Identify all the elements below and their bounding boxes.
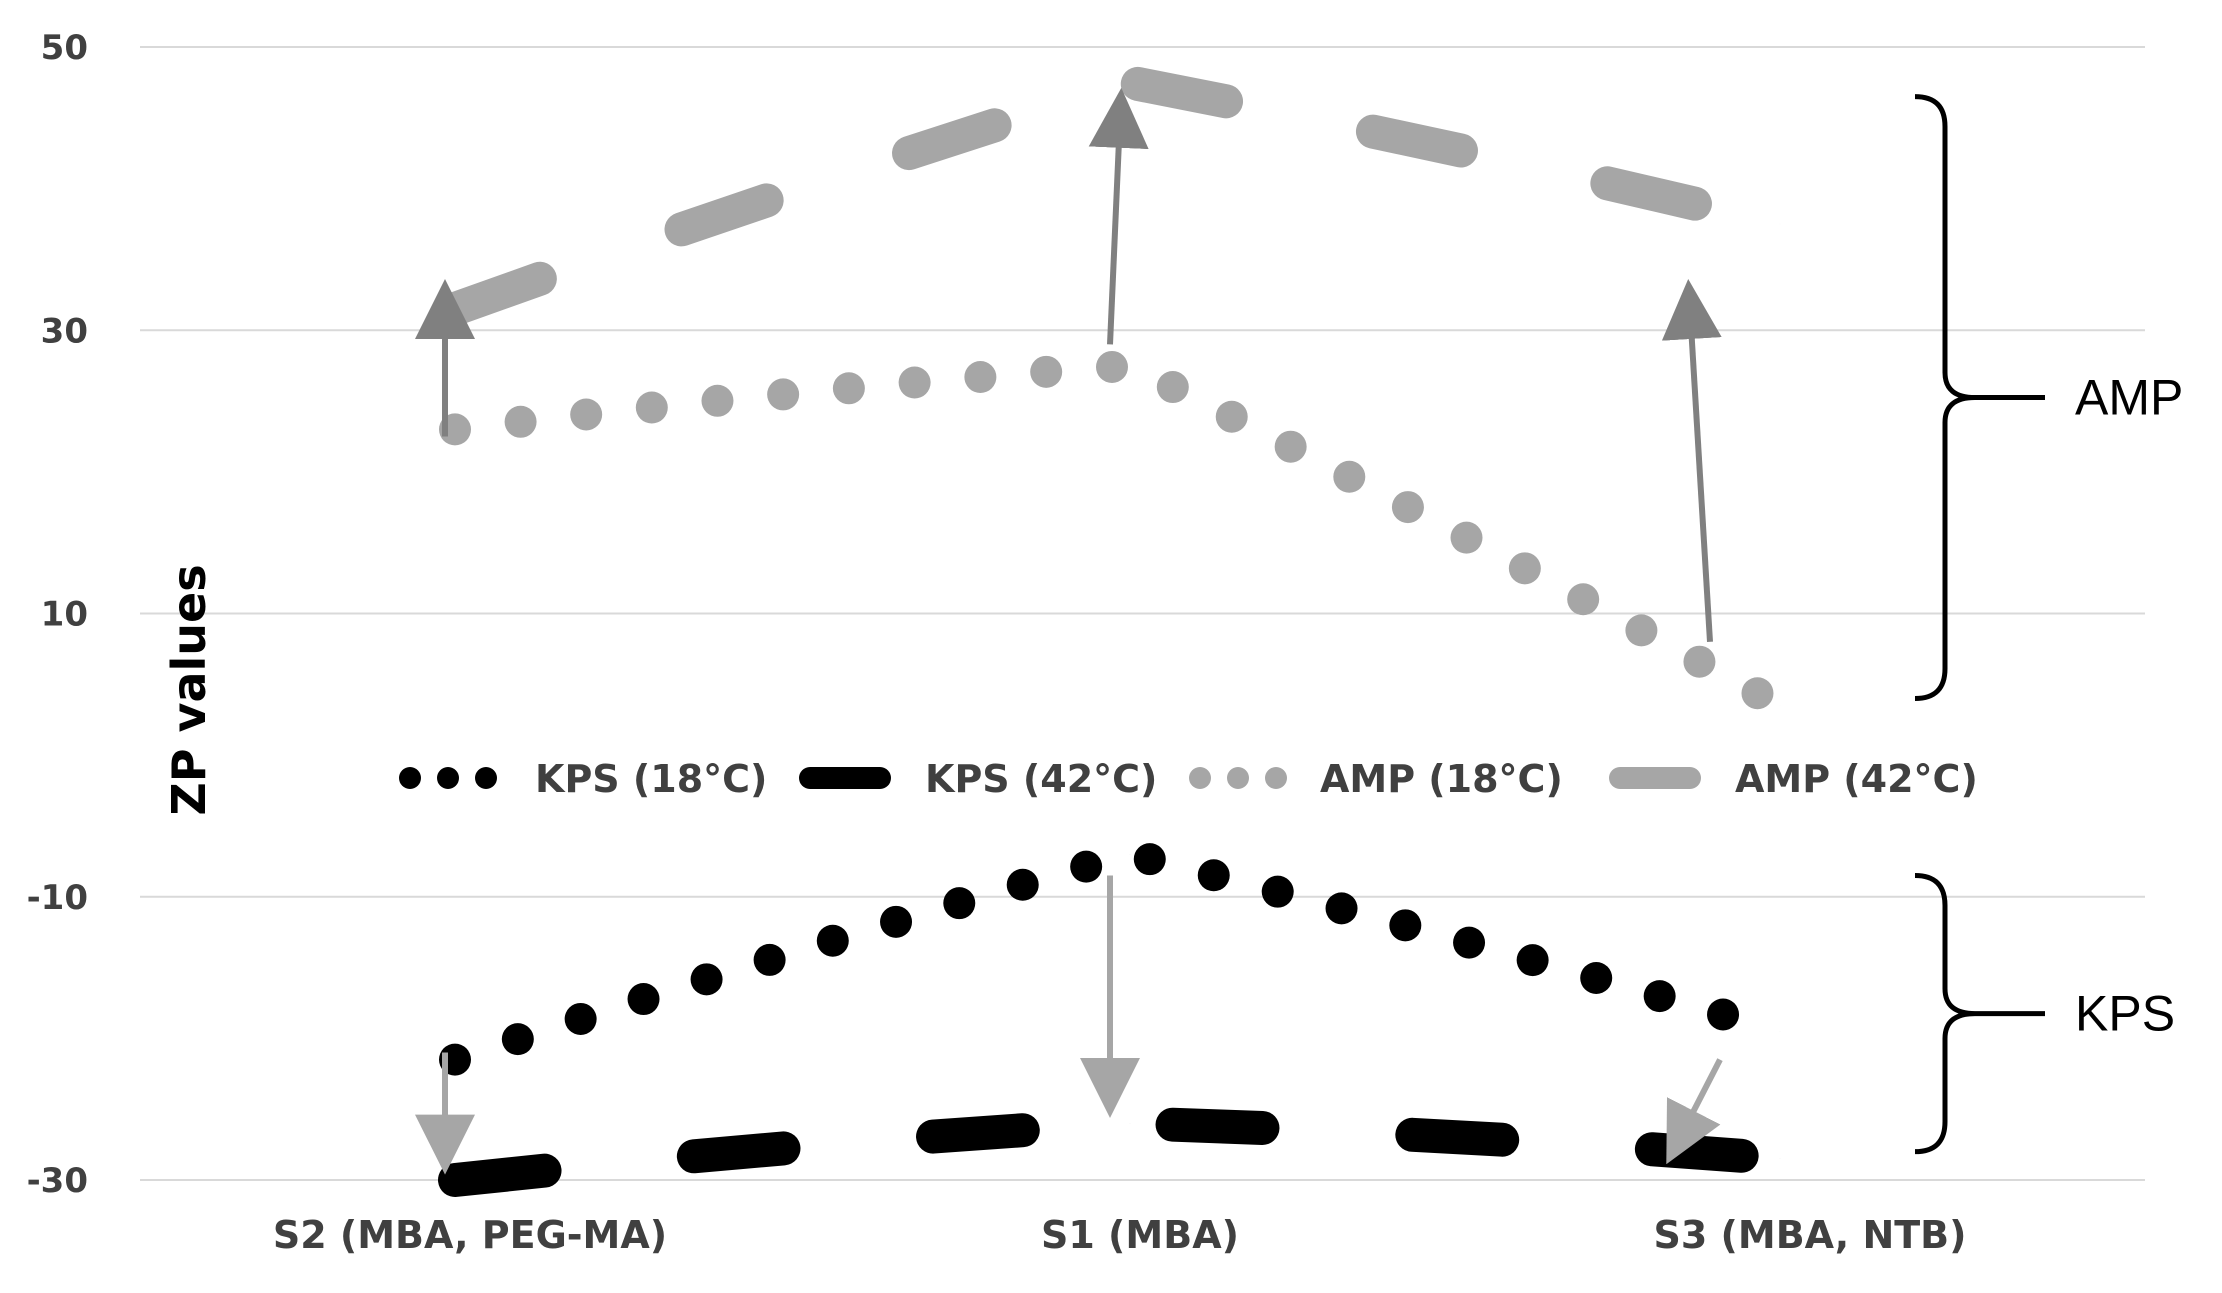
- x-category-label: S1 (MBA): [1041, 1213, 1239, 1257]
- x-category-label: S2 (MBA, PEG-MA): [273, 1213, 667, 1257]
- series-line-kps-42-c: [438, 1106, 1797, 1197]
- bracket-kps: [1914, 873, 2045, 1155]
- x-category-label: S3 (MBA, NTB): [1653, 1213, 1966, 1257]
- legend-swatch: [475, 767, 497, 789]
- series-line-amp-42-c: [438, 64, 1797, 327]
- legend-swatch: [1227, 767, 1249, 789]
- y-tick-label: 10: [41, 595, 88, 635]
- legend-swatch: [437, 767, 459, 789]
- series-lines: [438, 64, 1797, 1197]
- change-arrow: [1666, 1058, 1723, 1165]
- y-tick-label: 30: [41, 311, 88, 351]
- legend-item: KPS (18°C): [399, 757, 767, 801]
- legend: KPS (18°C) KPS (42°C) AMP (18°C) AMP (42°C): [399, 757, 1978, 801]
- y-tick-label: 50: [41, 28, 88, 68]
- series-line-amp-18-c: [439, 349, 1796, 722]
- y-tick-label: -30: [27, 1161, 88, 1201]
- legend-swatch: [1189, 767, 1211, 789]
- change-arrow: [1088, 87, 1149, 345]
- bracket-label-kps: KPS: [2075, 986, 2175, 1042]
- legend-swatch: [399, 767, 421, 789]
- gridlines: [140, 46, 2145, 1181]
- legend-label: AMP (18°C): [1320, 757, 1563, 801]
- bracket-amp: [1914, 94, 2045, 701]
- series-line-kps-18-c: [439, 837, 1796, 1076]
- legend-label: KPS (42°C): [925, 757, 1157, 801]
- legend-swatch: [1265, 767, 1287, 789]
- legend-item: AMP (18°C): [1189, 757, 1563, 801]
- legend-item: AMP (42°C): [1609, 757, 1978, 801]
- legend-item: KPS (42°C): [799, 757, 1157, 801]
- group-brackets: AMP KPS: [1914, 94, 2183, 1155]
- x-axis-categories: S2 (MBA, PEG-MA) S1 (MBA) S3 (MBA, NTB): [273, 1213, 1967, 1257]
- change-arrow: [1661, 279, 1722, 643]
- y-axis-title: ZP values: [162, 564, 216, 815]
- y-axis-ticks: 50 30 10 -10 -30: [27, 28, 88, 1201]
- change-arrows: [415, 87, 1723, 1175]
- legend-label: AMP (42°C): [1735, 757, 1978, 801]
- bracket-label-amp: AMP: [2075, 370, 2183, 426]
- y-tick-label: -10: [27, 878, 88, 918]
- legend-label: KPS (18°C): [535, 757, 767, 801]
